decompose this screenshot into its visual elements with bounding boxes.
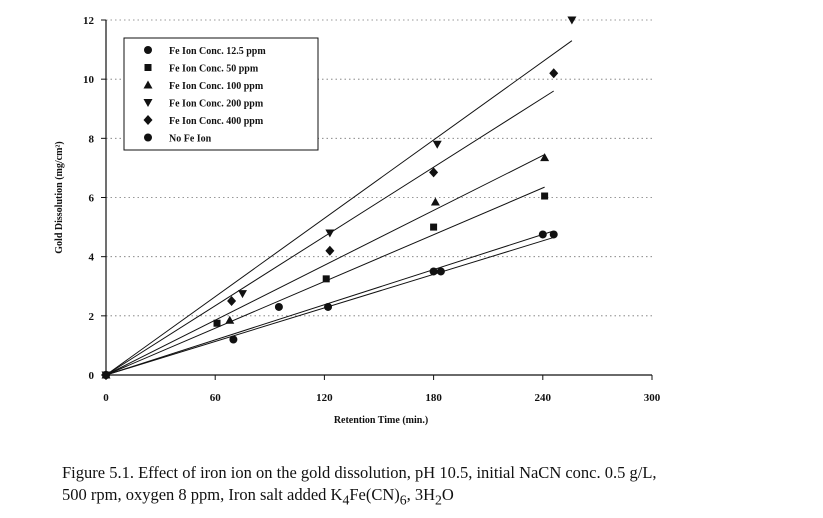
x-tick-label: 180	[425, 392, 442, 404]
data-point	[225, 315, 235, 324]
y-tick-label: 10	[83, 74, 95, 86]
legend-marker	[143, 80, 153, 89]
caption-line-2-mid1: Fe(CN)	[349, 485, 400, 504]
y-tick-label: 6	[89, 193, 95, 205]
caption-k-subscript: 4	[342, 492, 350, 508]
data-point	[540, 153, 550, 162]
y-tick-label: 12	[83, 15, 95, 27]
data-point	[567, 16, 577, 25]
caption-line-1: Figure 5.1. Effect of iron ion on the go…	[62, 463, 657, 482]
trendline	[105, 154, 545, 376]
x-tick-label: 120	[316, 392, 333, 404]
data-point	[430, 223, 438, 231]
legend-label: Fe Ion Conc. 12.5 ppm	[169, 46, 266, 57]
legend-marker	[143, 99, 153, 107]
data-point	[429, 167, 439, 178]
data-point	[541, 192, 549, 200]
data-point	[213, 319, 221, 327]
tick-labels: 0 60 120 180 240 300 0 2 4 6 8 10 12	[83, 15, 661, 404]
legend-label: Fe Ion Conc. 50 ppm	[169, 64, 259, 75]
caption-line-2-mid2: , 3H	[406, 485, 436, 504]
data-point	[274, 302, 283, 311]
x-tick-label: 240	[535, 392, 552, 404]
data-point	[429, 267, 438, 276]
data-point	[229, 335, 238, 344]
data-point	[322, 275, 330, 283]
caption-line-2-suffix: O	[441, 485, 454, 504]
legend-label: Fe Ion Conc. 200 ppm	[169, 99, 264, 110]
data-point	[227, 296, 237, 307]
data-point	[238, 290, 247, 299]
x-tick-label: 0	[103, 392, 109, 404]
y-tick-label: 2	[89, 311, 95, 323]
legend-marker	[144, 64, 152, 71]
data-point	[549, 68, 559, 79]
y-tick-label: 0	[89, 370, 95, 382]
x-axis-label: Retention Time (min.)	[334, 415, 428, 426]
legend-marker	[144, 133, 152, 142]
figure-caption: Figure 5.1. Effect of iron ion on the go…	[62, 462, 822, 511]
data-point	[436, 267, 445, 276]
x-tick-label: 60	[210, 392, 222, 404]
data-point	[324, 302, 333, 311]
data-point	[325, 229, 335, 238]
data-point	[432, 140, 442, 149]
data-point	[538, 230, 547, 239]
y-tick-label: 8	[89, 133, 95, 145]
legend-box	[123, 37, 319, 151]
data-points	[101, 16, 577, 380]
legend-label: Fe Ion Conc. 100 ppm	[169, 81, 264, 92]
data-point	[549, 230, 558, 239]
y-tick-label: 4	[89, 252, 95, 264]
legend-marker	[144, 46, 152, 54]
trendline	[105, 40, 573, 376]
caption-line-2-prefix: 500 rpm, oxygen 8 ppm, Iron salt added K	[62, 485, 343, 504]
caption-cn-subscript: 6	[399, 492, 407, 508]
caption-h-subscript: 2	[435, 492, 442, 508]
y-axis-label: Gold Dissolution (mg/cm²)	[54, 141, 65, 253]
gold-dissolution-chart: 0 60 120 180 240 300 0 2 4 6 8 10 12 Retention Time …	[54, 15, 661, 426]
x-tick-label: 300	[644, 392, 661, 404]
caption-line-2: 500 rpm, oxygen 8 ppm, Iron salt added K…	[62, 484, 822, 511]
legend-label: Fe Ion Conc. 400 ppm	[169, 116, 264, 127]
legend-label: No Fe Ion	[169, 134, 212, 145]
data-point	[430, 197, 440, 206]
data-point	[325, 245, 335, 256]
data-point	[102, 371, 110, 379]
legend: Fe Ion Conc. 12.5 ppm Fe Ion Conc. 50 ppm…	[123, 37, 319, 151]
legend-marker	[143, 115, 153, 125]
